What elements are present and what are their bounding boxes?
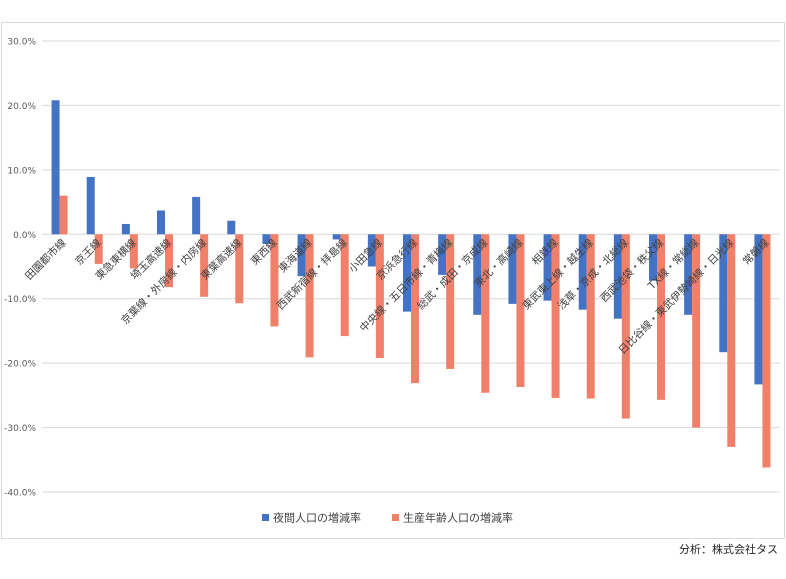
bar-working-age-5 (235, 234, 244, 304)
bar-night-population-19 (719, 234, 728, 353)
bar-working-age-19 (727, 234, 736, 447)
legend-swatch (262, 514, 269, 521)
bar-night-population-3 (157, 210, 165, 235)
y-tick-label: 10.0% (7, 166, 36, 176)
bar-night-population-12 (473, 234, 482, 315)
bar-night-population-11 (438, 234, 447, 275)
bar-working-age-13 (516, 234, 525, 387)
source-credit: 分析：株式会社タス (679, 543, 778, 556)
bar-working-age-6 (270, 234, 279, 327)
y-tick-label: -10.0% (4, 295, 36, 305)
bar-working-age-0 (59, 195, 68, 235)
legend-label: 生産年齢人口の増減率 (403, 511, 513, 525)
bar-working-age-7 (305, 234, 314, 358)
category-label: 田園都市線 (22, 236, 69, 283)
legend-label: 夜間人口の増減率 (273, 511, 361, 525)
bar-working-age-11 (446, 234, 455, 369)
y-tick-label: 0.0% (13, 231, 36, 241)
bar-night-population-8 (332, 234, 341, 240)
bar-working-age-4 (200, 234, 209, 297)
bar-working-age-2 (129, 234, 138, 269)
bar-working-age-10 (411, 234, 419, 384)
bar-night-population-20 (754, 234, 763, 385)
bar-working-age-18 (692, 234, 701, 428)
bar-working-age-14 (551, 234, 560, 398)
bar-night-population-2 (121, 223, 130, 235)
bar-working-age-9 (375, 234, 384, 358)
bar-working-age-17 (657, 234, 665, 400)
bar-night-population-14 (543, 234, 552, 301)
bar-night-population-7 (297, 234, 306, 277)
bar-night-population-16 (613, 234, 622, 319)
bar-working-age-1 (94, 234, 103, 264)
bar-working-age-20 (762, 234, 771, 468)
legend-swatch (392, 514, 399, 521)
bar-night-population-6 (262, 234, 271, 244)
bar-working-age-15 (586, 234, 595, 399)
bar-working-age-8 (340, 234, 349, 337)
y-tick-label: -30.0% (4, 424, 36, 434)
bar-night-population-1 (86, 176, 95, 235)
bar-night-population-4 (192, 196, 201, 235)
y-tick-label: -20.0% (4, 360, 36, 370)
bar-working-age-16 (621, 234, 630, 419)
y-tick-label: 30.0% (7, 38, 36, 48)
bar-night-population-13 (508, 234, 517, 304)
bar-night-population-17 (649, 234, 657, 281)
bar-night-population-18 (684, 234, 693, 315)
y-tick-label: -40.0% (4, 489, 36, 499)
bar-working-age-3 (165, 234, 173, 288)
y-tick-label: 20.0% (7, 102, 36, 112)
bar-night-population-9 (367, 234, 376, 267)
bar-night-population-10 (403, 234, 411, 312)
bar-working-age-12 (481, 234, 490, 393)
bar-night-population-0 (51, 100, 60, 235)
bar-night-population-15 (578, 234, 587, 310)
bar-night-population-5 (227, 220, 236, 235)
